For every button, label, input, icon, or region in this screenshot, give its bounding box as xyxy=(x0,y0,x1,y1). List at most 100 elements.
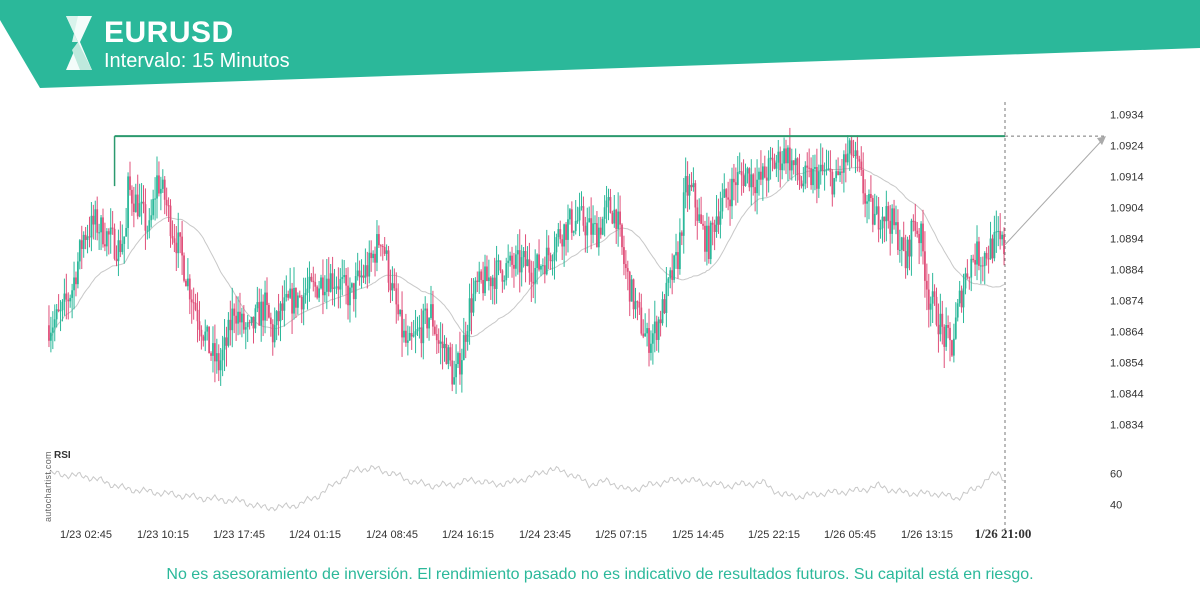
candle-body xyxy=(482,279,484,294)
candle-body xyxy=(260,301,263,326)
candle-body xyxy=(871,198,874,225)
candle-body xyxy=(669,270,672,279)
candle-body xyxy=(993,232,996,259)
candle-body xyxy=(381,246,384,248)
candle-body xyxy=(866,201,868,204)
candle-body xyxy=(856,150,859,159)
candle-body xyxy=(559,229,562,240)
candle-body xyxy=(842,154,845,173)
candle-body xyxy=(819,164,822,172)
candle-body xyxy=(802,183,805,187)
candle-body xyxy=(505,263,508,281)
candle-body xyxy=(372,253,375,259)
candle-body xyxy=(264,292,266,321)
candle-body xyxy=(362,275,365,278)
candle-body xyxy=(376,234,378,263)
candle-body xyxy=(806,165,809,168)
candle-body xyxy=(638,302,641,308)
candle-body xyxy=(989,238,992,260)
candle-body xyxy=(870,193,872,199)
candle-body xyxy=(281,303,284,311)
candle-body xyxy=(756,179,758,194)
candle-body xyxy=(829,168,832,172)
candle-body xyxy=(125,227,128,237)
candle-body xyxy=(59,310,62,312)
candle-body xyxy=(219,360,222,371)
candle-body xyxy=(624,264,627,269)
candle-body xyxy=(138,203,141,217)
candle-body xyxy=(983,252,986,267)
candle-body xyxy=(165,199,168,206)
candle-body xyxy=(677,252,679,270)
candle-body xyxy=(852,155,855,157)
candle-body xyxy=(507,260,510,264)
candle-body xyxy=(985,252,988,259)
candle-body xyxy=(433,326,436,335)
candle-body xyxy=(377,234,380,246)
candle-body xyxy=(1001,234,1004,240)
candle-body xyxy=(979,265,982,267)
candle-body xyxy=(435,334,438,341)
candle-body xyxy=(418,327,421,329)
candle-body xyxy=(202,336,205,341)
candle-body xyxy=(277,311,280,322)
candle-body xyxy=(841,171,843,173)
candle-body xyxy=(808,167,811,169)
candle-body xyxy=(480,271,483,280)
candle-body xyxy=(526,259,529,267)
candle-body xyxy=(333,287,336,289)
candle-body xyxy=(140,201,143,204)
candle-body xyxy=(457,353,459,365)
candle-body xyxy=(350,283,353,288)
candle-body xyxy=(113,228,116,259)
candle-body xyxy=(397,304,400,315)
candle-body xyxy=(250,316,253,323)
candle-body xyxy=(981,265,984,267)
candle-body xyxy=(343,275,346,278)
candle-body xyxy=(283,297,286,311)
candle-body xyxy=(754,187,757,194)
candle-body xyxy=(92,215,95,225)
candle-body xyxy=(997,230,1000,232)
candle-body xyxy=(90,215,93,238)
candle-body xyxy=(339,278,342,290)
candle-body xyxy=(246,322,249,328)
candle-body xyxy=(368,252,371,277)
candle-body xyxy=(976,241,978,265)
candle-body xyxy=(177,232,180,254)
y-tick-label: 1.0874 xyxy=(1110,295,1144,307)
candle-body xyxy=(902,237,905,252)
candle-body xyxy=(765,177,768,181)
candle-body xyxy=(935,296,938,325)
candle-body xyxy=(746,168,749,174)
candle-body xyxy=(721,197,724,212)
candle-body xyxy=(289,288,292,298)
candle-body xyxy=(978,241,980,266)
candle-body xyxy=(430,304,432,319)
y-tick-label: 1.0884 xyxy=(1110,264,1144,276)
candle-body xyxy=(134,194,137,213)
candle-body xyxy=(675,252,677,256)
candle-body xyxy=(111,227,114,229)
candle-body xyxy=(248,322,251,324)
candle-body xyxy=(912,220,915,222)
candle-body xyxy=(750,174,753,188)
candle-body xyxy=(329,273,332,292)
candle-body xyxy=(487,277,490,281)
header-banner: EURUSD Intervalo: 15 Minutos xyxy=(0,0,1200,90)
candle-body xyxy=(744,173,747,186)
candle-body xyxy=(514,254,517,269)
candle-body xyxy=(592,223,594,235)
candle-body xyxy=(569,209,571,220)
candle-body xyxy=(680,232,683,236)
candle-body xyxy=(188,278,191,300)
candle-body xyxy=(173,238,176,243)
candle-body xyxy=(67,299,70,302)
candle-body xyxy=(190,299,193,303)
candle-body xyxy=(310,276,313,281)
moving-average-line xyxy=(48,166,1005,342)
candle-body xyxy=(812,168,814,186)
candle-body xyxy=(748,168,751,188)
candle-body xyxy=(549,255,552,262)
candle-body xyxy=(862,169,865,194)
